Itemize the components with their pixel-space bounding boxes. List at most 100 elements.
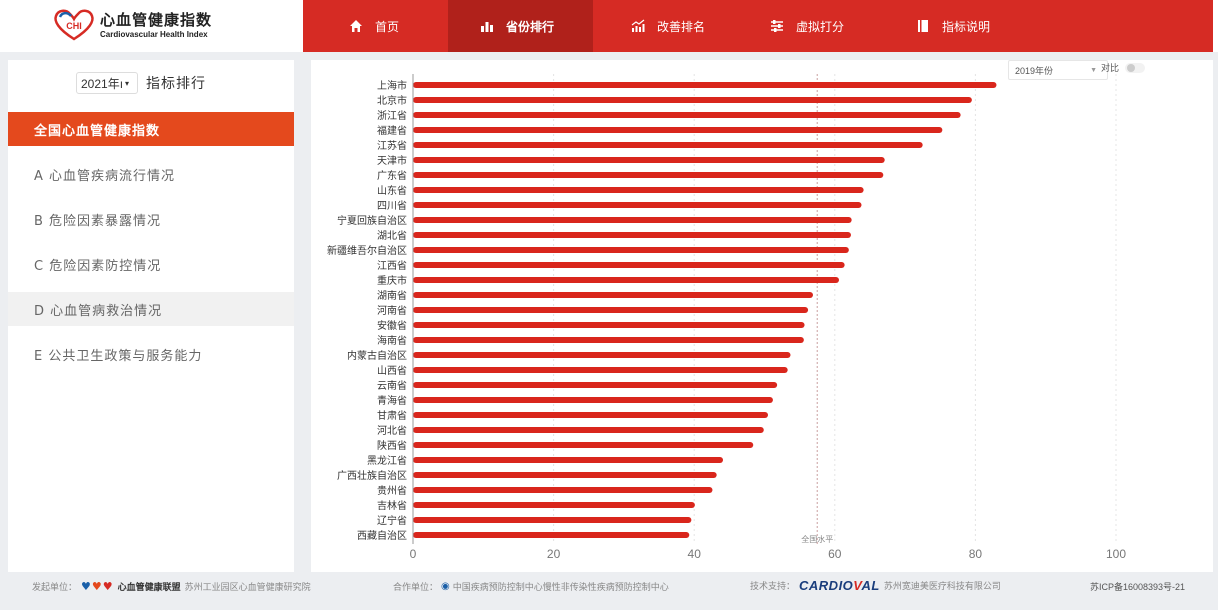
sidebar-item-label: B 危险因素暴露情况 xyxy=(34,213,162,229)
national-level-label: 全国水平 xyxy=(801,534,833,544)
sliders-icon xyxy=(770,19,784,33)
cdc-logo-icon: ◉ xyxy=(441,581,450,592)
bar xyxy=(413,532,690,538)
bar xyxy=(413,442,754,448)
x-tick-label: 0 xyxy=(410,547,417,561)
compare-toggle-group: 对比 xyxy=(1101,61,1146,74)
category-label: 河北省 xyxy=(377,424,407,437)
bar xyxy=(413,157,885,163)
sidebar-item-label: E 公共卫生政策与服务能力 xyxy=(34,348,203,364)
caret-down-icon: ▼ xyxy=(1090,66,1097,74)
sidebar-item-label: A 心血管疾病流行情况 xyxy=(34,168,176,184)
x-tick-label: 60 xyxy=(828,547,842,561)
bar xyxy=(413,412,769,418)
cardioval-logo: CARDIOVAL xyxy=(799,578,880,593)
bar xyxy=(413,262,845,268)
site-logo[interactable]: CHI 心血管健康指数 Cardiovascular Health Index xyxy=(52,4,242,44)
bar xyxy=(413,307,809,313)
nav-improvement-ranking[interactable]: 改善排名 xyxy=(593,0,738,52)
bar xyxy=(413,82,997,88)
sidebar-header: 2021年ı ▾ 指标排行 xyxy=(8,60,294,106)
sidebar-item-national-index[interactable]: 全国心血管健康指数 xyxy=(8,112,294,146)
sidebar-item-a[interactable]: A 心血管疾病流行情况 xyxy=(8,157,294,191)
bar xyxy=(413,172,884,178)
tech-org: 苏州宽迪美医疗科技有限公司 xyxy=(883,582,1001,592)
home-icon xyxy=(349,19,363,33)
category-label: 四川省 xyxy=(377,199,407,212)
alliance-logo-icon: ♥ ♥ ♥ xyxy=(81,580,113,593)
category-label: 广西壮族自治区 xyxy=(337,469,407,482)
nav-indicator-guide[interactable]: 指标说明 xyxy=(886,0,1034,52)
category-label: 河南省 xyxy=(377,304,407,317)
sidebar-item-label: C 危险因素防控情况 xyxy=(34,258,162,274)
x-tick-label: 80 xyxy=(969,547,983,561)
compare-toggle[interactable] xyxy=(1125,62,1146,73)
bar xyxy=(413,322,805,328)
sidebar-item-b[interactable]: B 危险因素暴露情况 xyxy=(8,202,294,236)
bar xyxy=(413,367,788,373)
cardioval-logo-part-c: AL xyxy=(861,578,880,593)
category-label: 重庆市 xyxy=(377,274,407,287)
sponsor-brand: 心血管健康联盟 xyxy=(117,583,181,593)
category-label: 贵州省 xyxy=(377,484,407,497)
footer-tech: 技术支持： CARDIOVAL 苏州宽迪美医疗科技有限公司 xyxy=(750,578,1001,593)
ranking-chart-panel: 全国水平 上海市 北京市 浙江省 福建省 江苏省 天津市 广东省 山东省 四川省 宁夏回族自治区 湖北… xyxy=(311,60,1213,572)
compare-label: 对比 xyxy=(1101,64,1120,74)
nav-province-ranking[interactable]: 省份排行 xyxy=(448,0,593,52)
nav-home[interactable]: 首页 xyxy=(303,0,448,52)
compare-year-value: 2019年份 xyxy=(1015,65,1054,76)
sidebar-title: 指标排行 xyxy=(146,76,206,92)
category-label: 湖北省 xyxy=(377,229,407,242)
sponsor-org: 苏州工业园区心血管健康研究院 xyxy=(184,583,311,593)
sidebar-item-d[interactable]: D 心血管病救治情况 xyxy=(8,292,294,326)
x-tick-label: 40 xyxy=(688,547,702,561)
logo-subtitle: Cardiovascular Health Index xyxy=(100,30,208,39)
category-label: 云南省 xyxy=(377,379,407,392)
bar xyxy=(413,247,849,253)
category-label: 山东省 xyxy=(377,184,407,197)
bar xyxy=(413,232,851,238)
category-label: 吉林省 xyxy=(377,499,407,512)
bar xyxy=(413,397,773,403)
heart-logo-icon: CHI xyxy=(52,7,96,41)
category-label: 山西省 xyxy=(377,364,407,377)
bar xyxy=(413,112,961,118)
logo-badge: CHI xyxy=(66,21,82,31)
partner-label: 合作单位： xyxy=(393,583,439,593)
x-tick-label: 100 xyxy=(1106,547,1126,561)
category-label: 天津市 xyxy=(377,154,407,167)
category-label: 湖南省 xyxy=(377,289,407,302)
cardioval-logo-part-b: V xyxy=(853,578,862,593)
book-icon xyxy=(916,19,930,33)
year-select[interactable]: 2021年ı ▾ xyxy=(76,72,138,94)
bar xyxy=(413,487,713,493)
sponsor-label: 发起单位： xyxy=(32,583,78,593)
category-label: 海南省 xyxy=(377,334,407,347)
category-label: 福建省 xyxy=(377,124,407,137)
footer-sponsor: 发起单位： ♥ ♥ ♥ 心血管健康联盟 苏州工业园区心血管健康研究院 xyxy=(32,580,311,593)
bar xyxy=(413,472,717,478)
bar xyxy=(413,427,764,433)
nav-indicator-guide-label: 指标说明 xyxy=(942,19,991,34)
cardioval-logo-part-a: CARDIO xyxy=(799,578,854,593)
nav-virtual-scoring[interactable]: 虚拟打分 xyxy=(738,0,886,52)
nav-province-ranking-label: 省份排行 xyxy=(506,19,555,34)
bar xyxy=(413,502,695,508)
category-label: 黑龙江省 xyxy=(367,454,407,467)
sidebar-item-e[interactable]: E 公共卫生政策与服务能力 xyxy=(8,337,294,371)
bar xyxy=(413,187,864,193)
category-label: 辽宁省 xyxy=(377,514,407,527)
icp-record[interactable]: 苏ICP备16008393号-21 xyxy=(1090,582,1186,592)
bar xyxy=(413,517,692,523)
sidebar-item-label: 全国心血管健康指数 xyxy=(34,123,161,139)
bar xyxy=(413,202,862,208)
sidebar-item-c[interactable]: C 危险因素防控情况 xyxy=(8,247,294,281)
category-label: 江苏省 xyxy=(377,139,407,152)
main-nav: 首页 省份排行 改善排名 虚拟打分 指标说明 xyxy=(303,0,1213,52)
compare-year-select[interactable]: 2019年份 ▼ xyxy=(1008,60,1108,80)
caret-down-icon: ▾ xyxy=(125,78,130,88)
trend-chart-icon xyxy=(631,19,645,33)
footer-partner: 合作单位： ◉ 中国疾病预防控制中心慢性非传染性疾病预防控制中心 xyxy=(393,580,669,593)
category-label: 安徽省 xyxy=(377,319,407,332)
bar xyxy=(413,457,724,463)
